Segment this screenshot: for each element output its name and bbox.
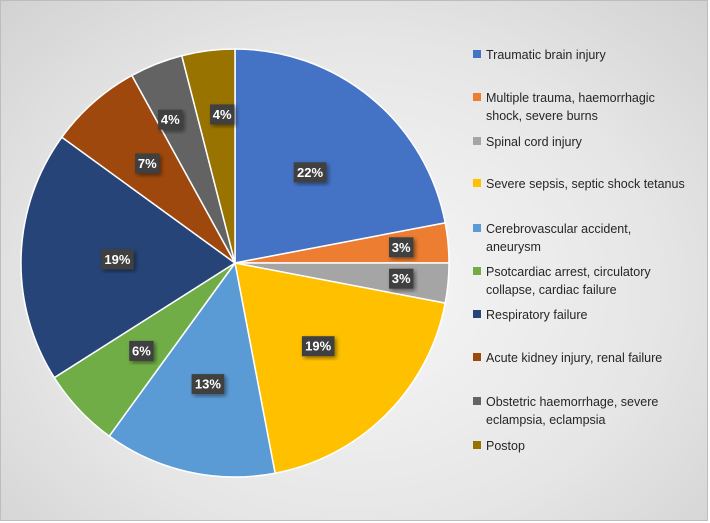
data-label-text: 6% xyxy=(132,343,151,358)
data-label-box xyxy=(301,336,335,357)
legend-swatch xyxy=(473,179,481,187)
legend-swatch xyxy=(473,137,481,145)
data-labels: 22% 3% 3% 19% 13% 6% 19% 7% 4% 4% xyxy=(101,104,414,395)
legend-swatch xyxy=(473,267,481,275)
legend-entry: Multiple trauma, haemorrhagic shock, seve… xyxy=(473,91,655,123)
data-label-text: 13% xyxy=(195,377,221,392)
legend-label: Acute kidney injury, renal failure xyxy=(486,351,662,365)
data-label-box xyxy=(158,109,183,130)
data-label-box xyxy=(389,237,414,258)
data-label-text: 19% xyxy=(305,339,331,354)
legend-label: Spinal cord injury xyxy=(486,135,583,149)
data-label-text: 3% xyxy=(392,271,411,286)
legend-entry: Postop xyxy=(473,439,525,453)
data-label: 4% xyxy=(158,109,183,130)
data-label-box xyxy=(135,153,160,174)
legend-label: Multiple trauma, haemorrhagic shock, seve… xyxy=(486,91,655,123)
data-label-text: 4% xyxy=(161,112,180,127)
legend-swatch xyxy=(473,93,481,101)
data-label-box xyxy=(210,104,235,125)
data-label: 19% xyxy=(301,336,335,357)
pie-slice xyxy=(108,261,276,478)
legend-swatch xyxy=(473,397,481,405)
data-label: 4% xyxy=(210,104,235,125)
legend-entry: Cerebrovascular accident, aneurysm xyxy=(473,222,631,254)
data-label-box xyxy=(191,374,225,395)
legend-label: Traumatic brain injury xyxy=(486,48,606,62)
data-label: 13% xyxy=(191,374,225,395)
data-label: 7% xyxy=(135,153,160,174)
data-label-text: 22% xyxy=(297,165,323,180)
legend-swatch xyxy=(473,353,481,361)
data-label: 3% xyxy=(389,268,414,289)
pie-slice xyxy=(234,48,447,264)
data-label-text: 7% xyxy=(138,156,157,171)
data-label-box xyxy=(101,249,134,270)
data-label: 3% xyxy=(389,237,414,258)
pie-slice xyxy=(234,262,447,475)
legend-swatch xyxy=(473,50,481,58)
legend-swatch xyxy=(473,310,481,318)
data-label-box xyxy=(389,268,414,289)
legend-label: Severe sepsis, septic shock tetanus xyxy=(486,177,685,191)
legend-label: Psotcardiac arrest, circulatory collapse,… xyxy=(486,265,651,297)
pie-slices xyxy=(20,48,450,478)
data-label-box xyxy=(293,162,327,183)
legend-label: Obstetric haemorrhage, severe eclampsia, … xyxy=(486,395,658,427)
legend: Traumatic brain injury Multiple trauma, h… xyxy=(473,48,685,453)
legend-entry: Psotcardiac arrest, circulatory collapse,… xyxy=(473,265,651,297)
pie-slice xyxy=(180,48,236,264)
legend-label: Cerebrovascular accident, aneurysm xyxy=(486,222,631,254)
legend-entry: Traumatic brain injury xyxy=(473,48,606,62)
legend-entry: Severe sepsis, septic shock tetanus xyxy=(473,177,685,191)
legend-swatch xyxy=(473,441,481,449)
data-label: 6% xyxy=(129,340,154,361)
legend-entry: Acute kidney injury, renal failure xyxy=(473,351,662,365)
data-label-text: 4% xyxy=(213,107,232,122)
legend-label: Respiratory failure xyxy=(486,308,587,322)
data-label-box xyxy=(129,340,154,361)
data-label: 19% xyxy=(101,249,134,270)
legend-entry: Obstetric haemorrhage, severe eclampsia, … xyxy=(473,395,658,427)
data-label-text: 19% xyxy=(104,252,130,267)
data-label: 22% xyxy=(293,162,327,183)
legend-swatch xyxy=(473,224,481,232)
legend-label: Postop xyxy=(486,439,525,453)
legend-entry: Spinal cord injury xyxy=(473,135,583,149)
data-label-text: 3% xyxy=(392,240,411,255)
legend-entry: Respiratory failure xyxy=(473,308,587,322)
